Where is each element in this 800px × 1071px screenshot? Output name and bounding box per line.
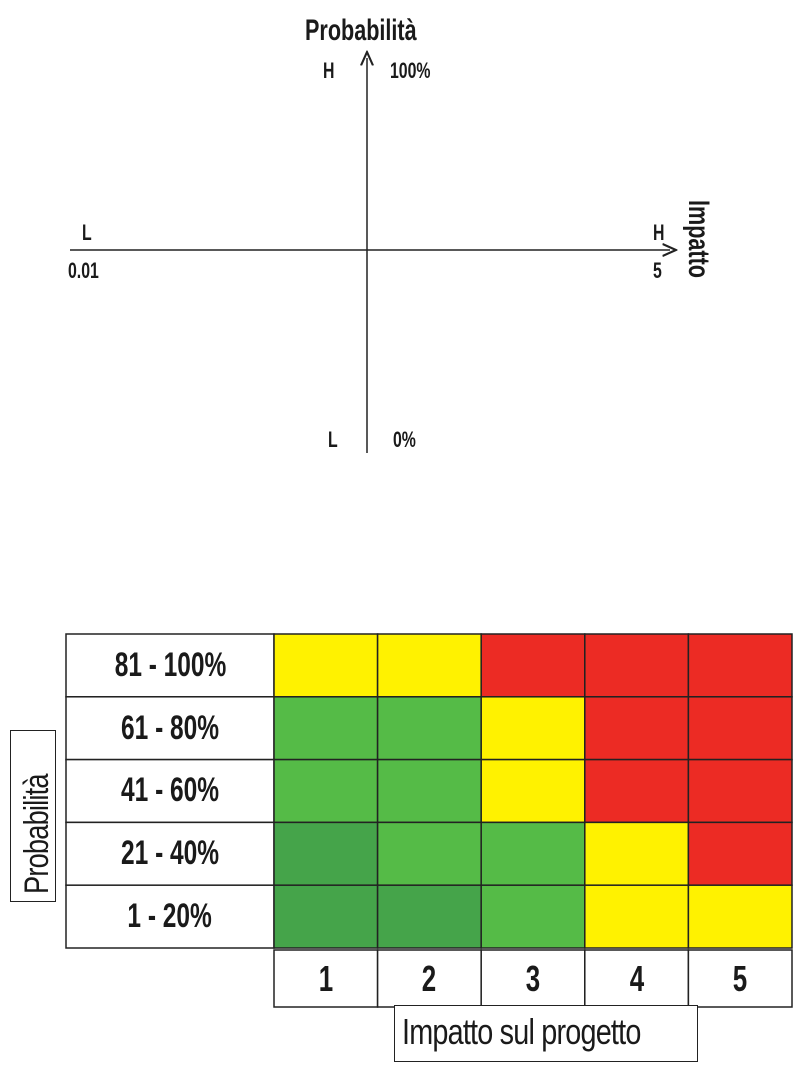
risk-cell-red xyxy=(687,633,793,698)
risk-cell-darkgreen xyxy=(273,821,379,886)
row-label-cell xyxy=(65,633,275,698)
col-label-cell xyxy=(687,949,793,1008)
risk-cell-green xyxy=(273,758,379,824)
risk-cell-yellow xyxy=(584,884,690,949)
y-bottom-letter: L xyxy=(328,427,338,452)
row-label-cell xyxy=(65,821,275,886)
risk-cell-yellow xyxy=(687,884,793,949)
col-label: 1 xyxy=(318,957,334,999)
matrix-x-title-box xyxy=(394,1005,698,1062)
risk-cell-red xyxy=(687,821,793,886)
row-label-cell xyxy=(65,696,275,761)
col-label: 2 xyxy=(422,957,437,999)
matrix-y-title-box xyxy=(10,730,56,902)
y-bottom-value: 0% xyxy=(393,427,416,452)
matrix-y-title: Probabilità xyxy=(18,774,56,894)
y-top-letter: H xyxy=(323,58,335,83)
x-right-value: 5 xyxy=(653,258,662,283)
risk-cell-green xyxy=(376,696,482,761)
risk-cell-green xyxy=(273,696,379,761)
col-label: 5 xyxy=(732,957,748,999)
col-label: 4 xyxy=(629,957,644,999)
matrix-x-title: Impatto sul progetto xyxy=(402,1011,641,1052)
y-axis-title: Probabilità xyxy=(305,14,417,47)
col-label: 3 xyxy=(525,957,541,999)
risk-cell-red xyxy=(687,758,793,824)
risk-cell-green xyxy=(480,821,586,886)
x-right-letter: H xyxy=(653,220,665,245)
risk-cell-green xyxy=(376,821,482,886)
row-label-cell xyxy=(65,884,275,949)
risk-cell-red xyxy=(687,696,793,761)
risk-cell-red xyxy=(584,633,690,698)
risk-cell-green xyxy=(480,884,586,949)
risk-cell-red xyxy=(480,633,586,698)
row-label: 41 - 60% xyxy=(121,771,219,810)
risk-cell-darkgreen xyxy=(376,884,482,949)
risk-cell-darkgreen xyxy=(273,884,379,949)
risk-cell-green xyxy=(376,758,482,824)
row-label: 81 - 100% xyxy=(114,645,226,684)
risk-cell-yellow xyxy=(480,758,586,824)
y-top-value: 100% xyxy=(390,58,431,83)
x-left-value: 0.01 xyxy=(68,258,99,283)
row-label-cell xyxy=(65,758,275,824)
risk-cell-yellow xyxy=(480,696,586,761)
col-label-cell xyxy=(376,949,482,1008)
row-label: 1 - 20% xyxy=(127,897,213,936)
risk-cell-yellow xyxy=(376,633,482,698)
risk-cell-yellow xyxy=(584,821,690,886)
row-label: 21 - 40% xyxy=(121,834,219,873)
row-label: 61 - 80% xyxy=(121,708,219,747)
risk-cell-yellow xyxy=(273,633,379,698)
risk-cell-red xyxy=(584,758,690,824)
risk-cell-red xyxy=(584,696,690,761)
x-left-letter: L xyxy=(82,220,92,245)
